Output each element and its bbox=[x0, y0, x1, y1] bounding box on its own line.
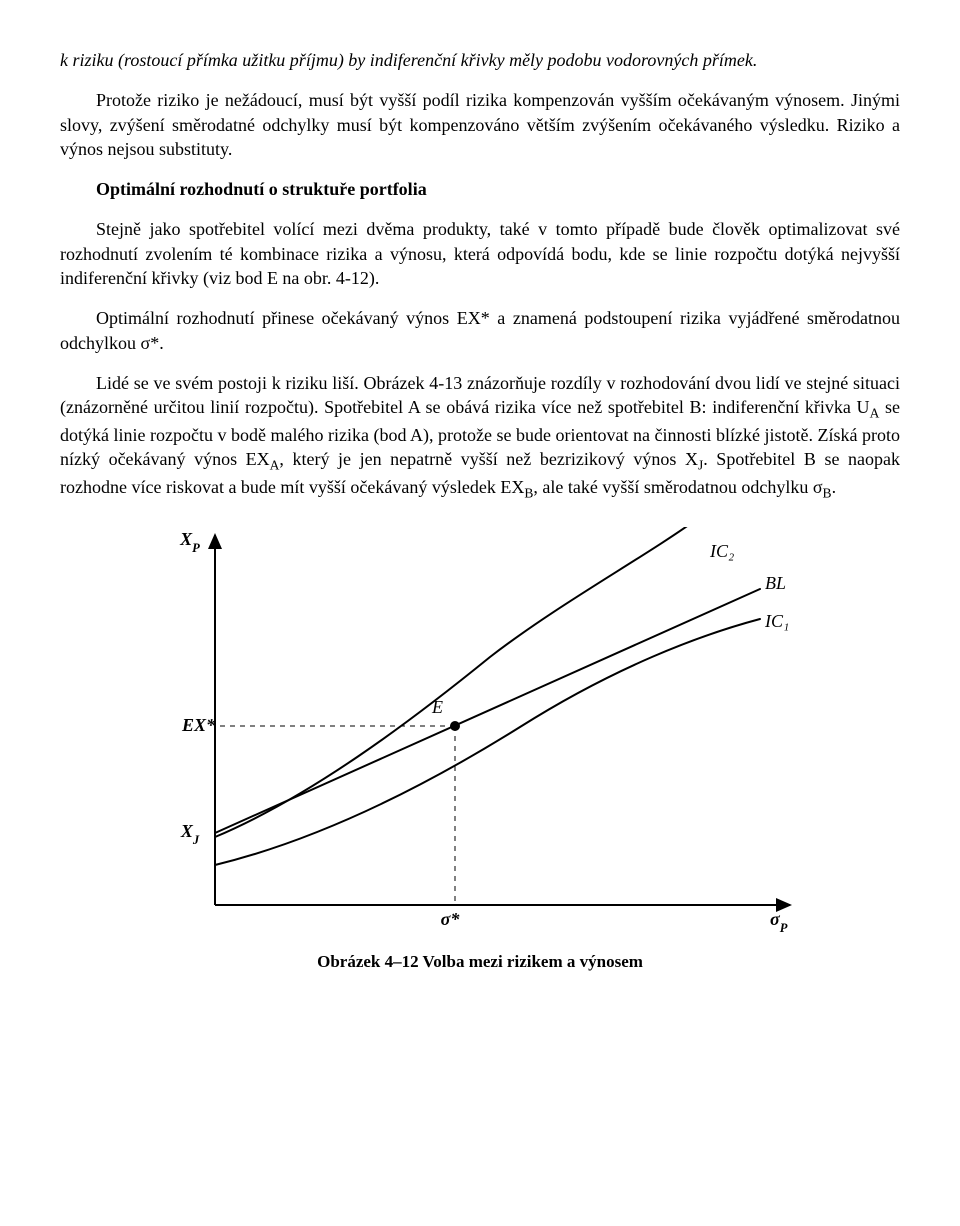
p4-sub1: A bbox=[870, 406, 880, 421]
svg-text:σP: σP bbox=[770, 909, 788, 935]
svg-text:IC₂: IC₂ bbox=[709, 541, 734, 561]
svg-text:σ*: σ* bbox=[441, 909, 461, 929]
paragraph-4: Lidé se ve svém postoji k riziku liší. O… bbox=[60, 371, 900, 503]
p4-part-f: . bbox=[832, 477, 837, 497]
p4-sub2: A bbox=[270, 458, 280, 473]
paragraph-2: Stejně jako spotřebitel volící mezi dvěm… bbox=[60, 217, 900, 290]
section-heading: Optimální rozhodnutí o struktuře portfol… bbox=[60, 177, 900, 201]
paragraph-3: Optimální rozhodnutí přinese očekávaný v… bbox=[60, 306, 900, 355]
risk-chart-svg: E IC₂ BL IC₁ XP EX* XJ σ* σP bbox=[160, 527, 800, 937]
p4-part-a: Lidé se ve svém postoji k riziku liší. O… bbox=[60, 373, 900, 417]
p4-part-c: , který je jen nepatrně vyšší než bezriz… bbox=[279, 449, 698, 469]
paragraph-intro: k riziku (rostoucí přímka užitku příjmu)… bbox=[60, 48, 900, 72]
chart-caption: Obrázek 4–12 Volba mezi rizikem a výnose… bbox=[160, 951, 800, 974]
svg-text:BL: BL bbox=[765, 573, 786, 593]
paragraph-1: Protože riziko je nežádoucí, musí být vy… bbox=[60, 88, 900, 161]
svg-text:E: E bbox=[431, 697, 443, 717]
svg-text:XP: XP bbox=[179, 529, 200, 555]
p4-sub5: B bbox=[823, 486, 832, 501]
risk-return-chart: E IC₂ BL IC₁ XP EX* XJ σ* σP Obrázek 4–12 Volba … bbox=[160, 527, 800, 974]
svg-text:IC₁: IC₁ bbox=[764, 611, 789, 631]
p4-part-e: , ale také vyšší směrodatnou odchylku σ bbox=[533, 477, 822, 497]
svg-text:EX*: EX* bbox=[181, 715, 216, 735]
svg-text:XJ: XJ bbox=[180, 821, 200, 847]
